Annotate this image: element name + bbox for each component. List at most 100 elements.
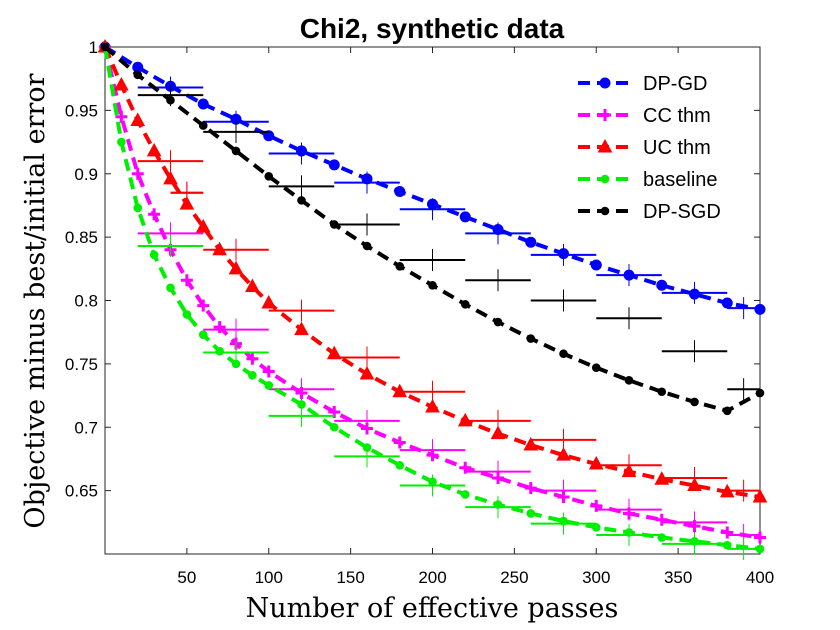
baseline-point [690, 537, 699, 546]
uc-thm-point [687, 477, 702, 492]
dp-sgd-point [264, 171, 274, 181]
uc-thm-point [146, 142, 162, 157]
cc-thm-point [590, 499, 603, 512]
dp-gd-point [590, 259, 602, 271]
dp-sgd-point [526, 334, 536, 343]
baseline-point [493, 500, 503, 509]
cc-thm-point [754, 531, 766, 544]
cc-thm-point [115, 110, 128, 123]
uc-thm-point [392, 383, 408, 398]
uc-thm-point [114, 76, 129, 91]
x-tick-label: 350 [664, 568, 692, 587]
baseline-point [559, 516, 568, 526]
dp-sgd-point [100, 42, 110, 52]
dp-sgd-point [198, 121, 208, 130]
x-tick-label: 100 [255, 568, 283, 587]
cc-thm-point [393, 436, 406, 449]
dp-sgd-point [428, 280, 437, 290]
baseline-point [117, 137, 126, 147]
baseline-point [657, 533, 667, 542]
dp-sgd-point [690, 397, 699, 407]
cc-thm-point [262, 365, 275, 378]
uc-thm-point [490, 425, 506, 440]
baseline-point [248, 370, 257, 380]
y-tick-label: 0.95 [65, 101, 98, 120]
uc-thm-point [556, 447, 571, 461]
legend-label-baseline: baseline [643, 169, 718, 191]
baseline-point [722, 540, 732, 550]
uc-thm-point [752, 488, 768, 503]
legend-label-uc-thm: UC thm [643, 137, 711, 159]
dp-sgd-point [460, 300, 470, 309]
legend-marker-dp-sgd [600, 206, 610, 216]
baseline-point [231, 359, 241, 369]
dp-gd-point [263, 130, 275, 142]
uc-thm-point [163, 170, 178, 185]
baseline-point [166, 283, 175, 293]
uc-thm-point [195, 218, 211, 233]
cc-thm-point [426, 449, 439, 462]
plot-area: 50 100 150 200 250 300 350 400 0.65 0.7 0.75 0.8 0.8… [65, 38, 774, 587]
cc-thm-point [557, 490, 570, 503]
cc-thm-point [655, 513, 668, 526]
cc-thm-point [524, 482, 537, 495]
cc-thm-point [623, 507, 635, 520]
uc-thm-point [588, 455, 604, 470]
cc-thm-point [148, 208, 161, 221]
baseline-point [215, 346, 224, 356]
uc-thm-point [523, 436, 539, 451]
dp-gd-point [623, 269, 635, 281]
dp-gd-point [492, 224, 504, 236]
uc-thm-point [457, 412, 473, 427]
cc-thm-point [721, 526, 734, 539]
baseline-point [460, 490, 470, 499]
dp-gd-point [394, 185, 406, 197]
dp-sgd-point [231, 146, 241, 156]
dp-sgd-point [591, 363, 601, 372]
baseline-point [755, 544, 765, 554]
baseline-point [264, 381, 274, 390]
y-tick-label: 0.8 [74, 292, 98, 311]
cc-thm-point [246, 352, 259, 365]
cc-thm-point [492, 471, 504, 484]
legend-marker-dp-gd [599, 77, 611, 89]
legend-marker-cc-thm [599, 109, 611, 121]
dp-gd-point [754, 303, 766, 315]
uc-thm-point [294, 321, 309, 336]
dp-gd-point [558, 248, 569, 260]
uc-thm-point [719, 483, 735, 498]
uc-thm-point [212, 241, 227, 256]
dp-gd-point [296, 145, 307, 157]
dp-gd-point [459, 211, 471, 223]
cc-thm-point [213, 321, 226, 334]
cc-thm-line [103, 46, 761, 540]
chart-title: Chi2, synthetic data [300, 13, 565, 44]
x-tick-label: 200 [418, 568, 446, 587]
baseline-point [329, 422, 339, 432]
legend-label-dp-gd: DP-GD [643, 73, 707, 95]
legend-label-dp-sgd: DP-SGD [643, 201, 721, 223]
dp-sgd-point [166, 95, 175, 105]
dp-sgd-point [493, 317, 503, 327]
x-tick-label: 250 [500, 568, 528, 587]
x-tick-label: 50 [177, 568, 196, 587]
dp-gd-point [197, 98, 209, 110]
baseline-point [591, 523, 601, 532]
uc-thm-point [261, 294, 277, 309]
dp-sgd-point [657, 387, 667, 397]
uc-thm-point [179, 196, 195, 210]
y-tick-label: 0.9 [74, 165, 98, 184]
baseline-point [526, 509, 536, 518]
baseline-point [182, 310, 192, 319]
legend-marker-uc-thm [597, 138, 613, 153]
baseline-line [103, 46, 761, 551]
y-tick-label: 1 [89, 38, 98, 57]
dp-sgd-point [395, 261, 405, 271]
dp-sgd-point [559, 349, 568, 359]
baseline-point [395, 460, 405, 470]
cc-thm-point [459, 461, 472, 474]
cc-thm-point [131, 167, 144, 180]
legend: DP-GD CC thm UC thm baseline DP-SGD [568, 64, 753, 227]
uc-thm-point [130, 112, 146, 127]
